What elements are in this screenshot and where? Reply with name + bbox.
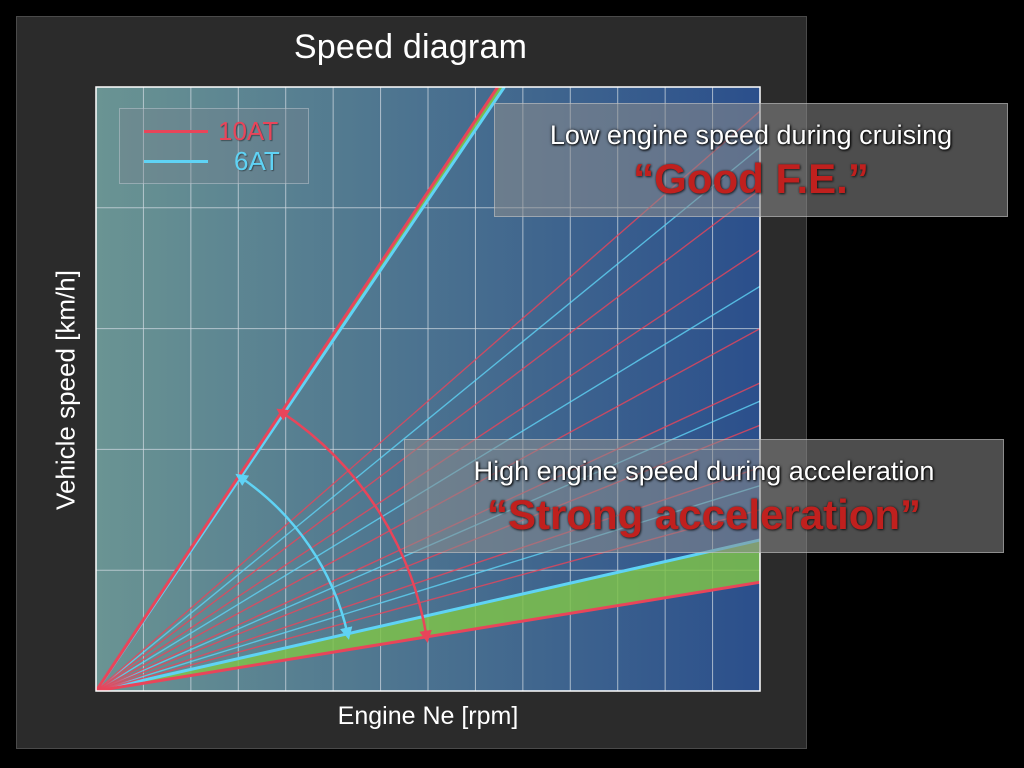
legend-item-6at: 6AT [120, 146, 310, 176]
legend: 10AT 6AT [119, 108, 309, 184]
legend-label-10at: 10AT [218, 116, 279, 146]
plot-border [95, 86, 761, 692]
callout-acceleration: High engine speed during acceleration “S… [404, 439, 1004, 553]
legend-label-6at: 6AT [234, 146, 280, 176]
callout-fe-text: Low engine speed during cruising [549, 120, 953, 150]
y-axis-label: Vehicle speed [km/h] [50, 270, 81, 510]
legend-swatch-6at [144, 160, 208, 163]
callout-fuel-economy: Low engine speed during cruising “Good F… [494, 103, 1008, 217]
ratio-spread-arc-10at [276, 408, 432, 644]
callout-acc-text: High engine speed during acceleration [473, 456, 935, 486]
gear-line-10at-1 [96, 87, 499, 691]
chart-title: Speed diagram [293, 28, 528, 66]
x-axis-label: Engine Ne [rpm] [337, 702, 519, 730]
callout-acc-emphasis: “Strong acceleration” [486, 491, 922, 538]
callout-fe-emphasis: “Good F.E.” [633, 155, 869, 202]
ratio-spread-arc-6at [235, 473, 353, 640]
legend-item-10at: 10AT [120, 116, 310, 146]
legend-swatch-10at [144, 130, 208, 133]
